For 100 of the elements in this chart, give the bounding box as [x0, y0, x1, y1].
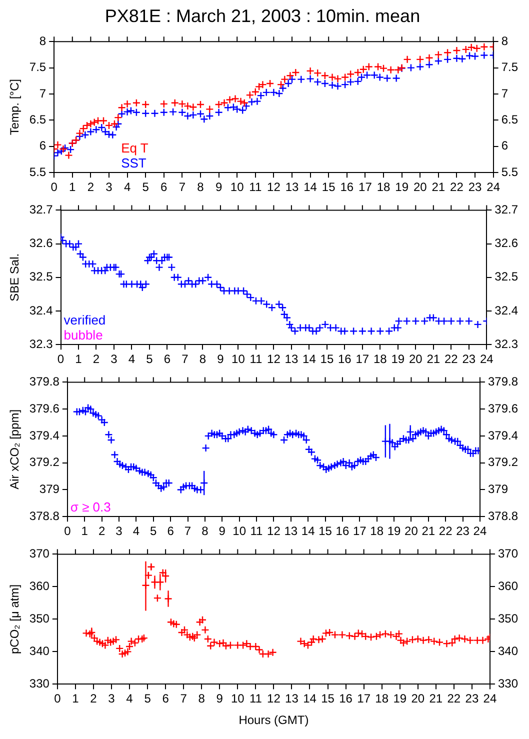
x-tick-label: 14: [304, 180, 318, 194]
y2-tick-label: 8: [501, 34, 508, 48]
x-tick-label: 2: [98, 524, 106, 538]
x-tick-label: 22: [447, 692, 461, 706]
x-tick-label: 16: [336, 524, 350, 538]
x-tick-label: 15: [321, 692, 335, 706]
x-tick-label: 6: [160, 180, 168, 194]
y-tick-label: 379: [39, 482, 60, 496]
x-tick-label: 3: [116, 524, 123, 538]
x-tick-label: 13: [285, 692, 299, 706]
y-tick-label: 6: [39, 138, 46, 153]
x-axis-title: Hours (GMT): [238, 713, 309, 728]
x-tick-label: 19: [395, 180, 409, 194]
x-tick-label: 10: [230, 692, 245, 706]
y-tick-label: 6.5: [29, 112, 46, 127]
y2-tick-label: 32.4: [494, 303, 518, 318]
y-axis-title: Air xCO₂ [ppm]: [8, 409, 22, 490]
y-axis-title: Temp. [°C]: [8, 79, 22, 136]
x-tick-label: 9: [218, 524, 226, 538]
x-tick-label: 4: [126, 692, 134, 706]
annotation: σ ≥ 0.3: [70, 500, 111, 515]
x-tick-label: 5: [150, 524, 158, 538]
x-tick-label: 15: [322, 180, 336, 194]
x-tick-label: 17: [357, 692, 371, 706]
x-tick-label: 20: [411, 692, 425, 706]
x-tick-label: 12: [267, 180, 281, 194]
x-tick-label: 7: [182, 352, 189, 366]
x-tick-label: 6: [162, 692, 170, 706]
x-tick-label: 1: [72, 692, 80, 706]
y2-tick-label: 330: [498, 676, 518, 691]
y-tick-label: 32.4: [29, 303, 54, 318]
x-tick-label: 6: [164, 352, 171, 366]
x-tick-label: 21: [432, 180, 446, 194]
x-tick-label: 12: [267, 352, 281, 366]
x-tick-label: 23: [468, 180, 482, 194]
y2-tick-label: 32.6: [494, 236, 518, 250]
x-tick-label: 0: [57, 352, 64, 366]
y2-tick-label: 32.7: [494, 202, 518, 217]
x-tick-label: 20: [404, 524, 418, 538]
x-tick-label: 22: [450, 180, 464, 194]
y2-tick-label: 370: [498, 546, 518, 561]
y-tick-label: 7.5: [29, 60, 46, 74]
x-tick-label: 24: [483, 692, 497, 706]
x-tick-label: 18: [373, 352, 388, 366]
x-tick-label: 8: [197, 180, 204, 194]
x-tick-label: 15: [318, 524, 332, 538]
x-tick-label: 21: [422, 524, 436, 538]
y-tick-label: 350: [29, 612, 50, 626]
x-tick-label: 1: [69, 180, 76, 194]
x-tick-label: 12: [267, 524, 281, 538]
y-axis-title: SBE Sal.: [8, 253, 22, 302]
x-tick-label: 6: [167, 524, 174, 538]
y2-tick-label: 350: [498, 612, 518, 626]
x-tick-label: 3: [108, 692, 116, 706]
x-tick-label: 19: [393, 692, 407, 706]
y2-tick-label: 379.4: [488, 428, 518, 442]
x-tick-label: 24: [480, 352, 494, 366]
x-tick-label: 11: [250, 352, 263, 366]
x-tick-label: 3: [106, 180, 113, 194]
chart-title: PX81E : March 21, 2003 : 10min. mean: [104, 6, 420, 26]
x-tick-label: 19: [387, 524, 402, 538]
series-label: SST: [121, 156, 146, 171]
x-tick-label: 7: [178, 180, 186, 194]
series-label: Eq T: [121, 140, 148, 156]
x-tick-label: 0: [64, 524, 72, 538]
x-tick-label: 2: [87, 180, 94, 194]
y2-tick-label: 32.5: [494, 270, 518, 284]
x-tick-label: 23: [456, 524, 470, 538]
x-tick-label: 2: [90, 692, 98, 706]
y2-tick-label: 379: [488, 482, 508, 496]
x-tick-label: 11: [249, 692, 262, 706]
x-tick-label: 18: [375, 692, 389, 706]
x-tick-label: 9: [216, 692, 224, 706]
x-tick-label: 22: [438, 524, 453, 538]
x-tick-label: 4: [124, 180, 131, 194]
x-tick-label: 1: [75, 352, 82, 366]
y-tick-label: 379.8: [29, 374, 60, 389]
x-tick-label: 17: [356, 352, 370, 366]
y2-tick-label: 7: [501, 86, 508, 100]
x-tick-label: 5: [144, 692, 152, 706]
x-tick-label: 15: [320, 352, 334, 366]
x-tick-label: 14: [303, 692, 317, 706]
y-tick-label: 370: [29, 546, 50, 561]
x-tick-label: 4: [132, 524, 140, 538]
y-tick-label: 379.6: [29, 401, 60, 416]
y2-tick-label: 379.6: [488, 401, 518, 416]
x-tick-label: 11: [250, 524, 264, 538]
x-tick-label: 1: [81, 524, 88, 538]
y2-tick-label: 6: [501, 138, 508, 153]
x-tick-label: 9: [217, 352, 224, 366]
x-tick-label: 5: [146, 352, 154, 366]
x-tick-label: 10: [232, 524, 246, 538]
x-tick-label: 13: [285, 180, 299, 194]
y2-tick-label: 340: [498, 644, 518, 658]
y-tick-label: 379.2: [29, 455, 60, 470]
y2-tick-label: 378.8: [488, 508, 518, 523]
x-tick-label: 20: [413, 180, 428, 194]
x-tick-label: 10: [230, 180, 244, 194]
y-tick-label: 378.8: [29, 508, 60, 523]
y-tick-label: 7: [39, 86, 46, 100]
